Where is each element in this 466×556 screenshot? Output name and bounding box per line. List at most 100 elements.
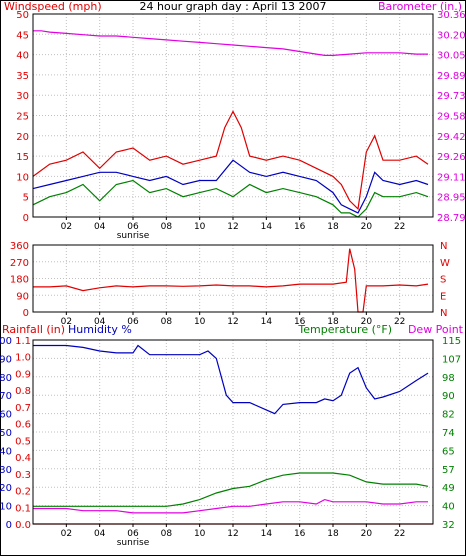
y2-tick-label: 30.36 — [437, 10, 466, 21]
x-tick-label: 02 — [61, 529, 72, 539]
x-tick-label: 14 — [261, 317, 273, 327]
y2-tick-label: 29.42 — [437, 132, 466, 143]
x-tick-label: 06 — [127, 317, 139, 327]
y-tick-label: 180 — [10, 275, 29, 286]
temperature-tick-label: 40 — [442, 502, 455, 513]
y-axis-label-left: Windspeed (mph) — [4, 0, 102, 13]
temperature-tick-label: 57 — [442, 465, 455, 476]
y-tick-label: 10 — [16, 172, 29, 183]
x-tick-label: 22 — [394, 317, 405, 327]
series-line-temperature — [33, 472, 429, 507]
x-tick-label: 08 — [161, 529, 173, 539]
y-tick-label: 40 — [16, 51, 29, 62]
x-tick-label: 06 — [127, 222, 139, 232]
series-line-direction — [33, 248, 429, 313]
x-tick-label: 08 — [161, 222, 173, 232]
x-tick-label: 10 — [194, 529, 206, 539]
rain-tick-label: 0.3 — [15, 470, 31, 481]
y2-tick-label: 30.20 — [437, 30, 466, 41]
y-tick-label: 45 — [16, 30, 29, 41]
x-tick-label: 20 — [361, 222, 373, 232]
y-tick-label: 270 — [10, 258, 29, 269]
humidity-tick-label: 90 — [0, 354, 12, 365]
x-tick-label: 08 — [161, 317, 173, 327]
rain-tick-label: 0.2 — [15, 487, 31, 498]
series-line-humidity — [33, 344, 429, 415]
temperature-label: Temperature (°F) — [297, 323, 392, 336]
humidity-tick-label: 70 — [0, 391, 12, 402]
series-line-wind — [32, 110, 429, 211]
temperature-tick-label: 32 — [442, 520, 455, 531]
rain-tick-label: 0.4 — [15, 453, 31, 464]
x-tick-label: 18 — [327, 317, 339, 327]
humidity-tick-label: 20 — [0, 483, 12, 494]
x-tick-label: 04 — [94, 529, 106, 539]
series-line-avg — [32, 159, 429, 214]
x-tick-label: 14 — [261, 222, 273, 232]
humidity-label: Humidity % — [68, 323, 132, 336]
temperature-tick-label: 107 — [442, 354, 461, 365]
y-tick-label: 35 — [16, 71, 29, 82]
series-line-green — [32, 179, 429, 218]
x-tick-label: 22 — [394, 222, 405, 232]
dewpoint-label: Dew Point — [408, 323, 464, 336]
rain-tick-label: 0.9 — [15, 369, 31, 380]
rain-tick-label: 0.7 — [15, 403, 31, 414]
x-tick-label: 16 — [294, 529, 306, 539]
x-tick-label: 06 — [127, 529, 139, 539]
x-tick-label: 12 — [227, 317, 238, 327]
x-tick-label: 22 — [394, 529, 405, 539]
x-tick-label: 14 — [261, 529, 273, 539]
compass-label: N — [440, 308, 447, 319]
y-tick-label: 25 — [16, 112, 29, 123]
y-tick-label: 15 — [16, 152, 29, 163]
y2-tick-label: 28.95 — [437, 193, 466, 204]
rain-tick-label: 0.6 — [15, 420, 31, 431]
y-tick-label: 0 — [23, 213, 29, 224]
x-tick-label: 04 — [94, 317, 106, 327]
y-tick-label: 30 — [16, 91, 29, 102]
sunrise-label: sunrise — [117, 231, 150, 241]
x-tick-label: 02 — [61, 222, 72, 232]
x-tick-label: 04 — [94, 222, 106, 232]
compass-label: E — [440, 291, 446, 302]
y-tick-label: 20 — [16, 132, 29, 143]
x-tick-label: 20 — [361, 529, 373, 539]
humidity-tick-label: 100 — [0, 336, 12, 347]
y-tick-label: 50 — [16, 10, 29, 21]
x-tick-label: 10 — [194, 317, 206, 327]
x-tick-label: 16 — [294, 222, 306, 232]
compass-label: W — [440, 258, 450, 269]
y-axis-label-right: Barometer (in.) — [378, 0, 462, 13]
y2-tick-label: 29.58 — [437, 112, 466, 123]
y2-tick-label: 30.05 — [437, 51, 466, 62]
temperature-tick-label: 82 — [442, 410, 455, 421]
temperature-tick-label: 98 — [442, 373, 455, 384]
y-tick-label: 0 — [23, 308, 29, 319]
humidity-tick-label: 60 — [0, 410, 12, 421]
rain-tick-label: 1.1 — [15, 336, 31, 347]
sunrise-label: sunrise — [117, 538, 150, 548]
temperature-tick-label: 49 — [442, 483, 455, 494]
temperature-tick-label: 65 — [442, 446, 455, 457]
temperature-tick-label: 90 — [442, 391, 455, 402]
rain-tick-label: 0.8 — [15, 386, 31, 397]
rain-tick-label: 1.0 — [15, 353, 31, 364]
humidity-tick-label: 10 — [0, 502, 12, 513]
y2-tick-label: 29.26 — [437, 152, 466, 163]
x-tick-label: 10 — [194, 222, 206, 232]
x-tick-label: 18 — [327, 222, 339, 232]
humidity-tick-label: 0 — [6, 520, 12, 531]
series-line-dewpoint — [33, 498, 428, 514]
y2-tick-label: 28.79 — [437, 213, 466, 224]
chart-title: 24 hour graph day : April 13 2007 — [140, 0, 327, 13]
y-tick-label: 5 — [23, 193, 29, 204]
x-tick-label: 18 — [327, 529, 339, 539]
y2-tick-label: 29.89 — [437, 71, 466, 82]
humidity-tick-label: 40 — [0, 446, 12, 457]
y2-tick-label: 29.73 — [437, 91, 466, 102]
compass-label: N — [440, 241, 447, 252]
x-tick-label: 20 — [361, 317, 373, 327]
